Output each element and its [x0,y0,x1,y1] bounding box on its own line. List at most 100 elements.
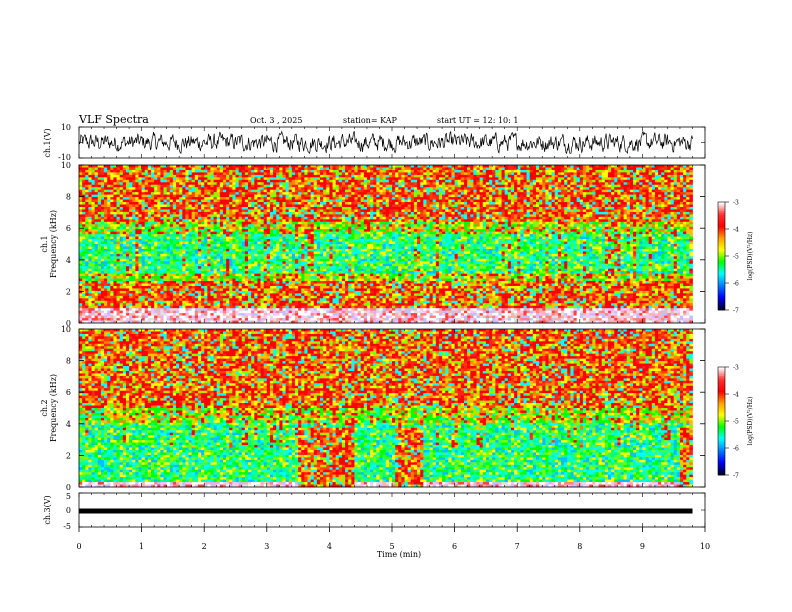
spectrogram-cell [360,214,365,218]
spectrogram-cell [182,165,186,168]
spectrogram-cell [460,202,465,205]
spectrogram-cell [113,197,117,200]
spectrogram-cell [154,179,158,183]
spectrogram-cell [204,224,208,228]
spectrogram-cell [329,224,333,228]
spectrogram-cell [226,187,230,191]
spectrogram-cell [689,209,693,213]
spectrogram-cell [116,204,121,208]
spectrogram-cell [445,211,449,215]
spectrogram-cell [510,214,515,218]
spectrogram-cell [260,206,265,210]
spectrogram-cell [614,192,618,196]
spectrogram-cell [492,209,496,213]
spectrogram-cell [301,182,305,186]
spectrogram-cell [576,165,581,168]
spectrogram-cell [291,184,296,188]
date-label: Oct. 3 , 2025 [250,116,302,125]
spectrogram-cell [676,179,681,183]
spectrogram-cell [545,219,549,223]
spectrogram-cell [219,194,224,198]
spectrogram-cell [445,182,449,186]
spectrogram-cell [357,177,362,181]
spectrogram-cell [401,165,405,168]
spectrogram-cell [432,211,437,215]
spectrogram-cell [595,216,599,220]
spectrogram-cell [451,209,455,213]
spectrogram-cell [160,174,164,178]
spectrogram-cell [376,177,380,181]
spectrogram-cell [482,167,487,171]
spectrogram-cell [470,219,474,223]
spectrogram-cell [529,221,534,225]
spectrogram-cell [658,169,662,173]
spectrogram-cell [636,169,640,173]
spectrogram-cell [507,177,512,181]
spectrogram-cell [526,206,531,210]
spectrogram-cell [326,184,330,188]
spectrogram-cell [442,179,446,183]
spectrogram-cell [354,219,358,223]
spectrogram-cell [448,165,452,168]
spectrogram-cell [129,206,133,210]
spectrogram-cell [648,214,653,218]
spectrogram-cell [532,184,537,188]
spectrogram-cell [460,165,465,168]
spectrogram-cell [601,206,606,210]
spectrogram-cell [332,184,337,188]
spectrogram-cell [304,169,308,173]
spectrogram-cell [113,184,117,188]
spectrogram-cell [241,172,246,176]
spectrogram-cell [304,174,308,178]
spectrogram-cell [285,189,290,193]
spectrogram-cell [645,216,650,220]
spectrogram-cell [166,211,171,215]
spectrogram-cell [442,165,446,168]
spectrogram-cell [451,169,455,173]
spectrogram-cell [176,197,180,200]
spectrogram-cell [595,172,599,176]
spectrogram-cell [154,182,158,186]
spectrogram-cell [285,221,290,225]
spectrogram-cell [288,184,293,188]
spectrogram-cell [470,224,474,228]
spectrogram-cell [686,214,690,218]
spectrogram-cell [592,211,596,215]
spectrogram-cell [629,192,634,196]
spectrogram-cell [454,189,459,193]
spectrogram-cell [623,216,628,220]
spectrogram-cell [370,192,374,196]
spectrogram-cell [201,224,205,228]
spectrogram-cell [601,189,606,193]
spectrogram-cell [301,167,305,171]
spectrogram-cell [323,202,327,205]
spectrogram-cell [191,219,196,223]
spectrogram-cell [179,214,183,218]
spectrogram-cell [244,165,249,168]
spectrogram-cell [104,209,108,213]
spectrogram-cell [226,206,230,210]
spectrogram-cell [254,179,258,183]
spectrogram-cell [492,189,496,193]
spectrogram-cell [235,192,240,196]
spectrogram-cell [169,172,174,176]
spectrogram-cell [683,211,687,215]
spectrogram-cell [485,169,490,173]
spectrogram-cell [595,221,599,225]
spectrogram-cell [676,224,681,228]
spectrogram-cell [532,199,537,203]
spectrogram-cell [379,174,384,178]
spectrogram-cell [498,177,502,181]
spectrogram-cell [645,211,650,215]
spectrogram-cell [601,165,606,168]
spectrogram-cell [661,214,665,218]
spectrogram-cell [150,221,155,225]
spectrogram-cell [113,194,117,198]
spectrogram-cell [279,189,283,193]
spectrogram-cell [338,204,343,208]
spectrogram-cell [561,199,565,203]
spectrogram-cell [639,199,643,203]
spectrogram-cell [188,197,193,200]
spectrogram-cell [269,194,274,198]
spectrogram-cell [166,169,171,173]
